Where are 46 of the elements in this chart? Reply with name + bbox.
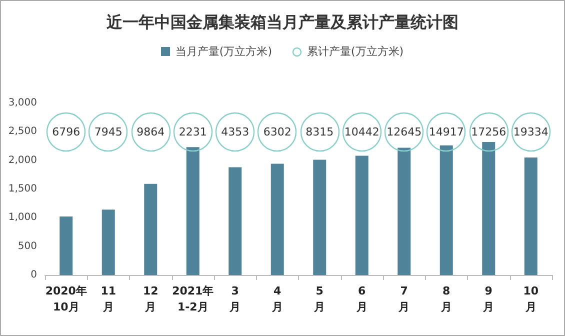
x-tick-label: 7 月: [398, 284, 410, 314]
bar: [144, 184, 158, 275]
x-tick-label: 2020年 10月: [45, 284, 87, 314]
y-tick-label: 0: [30, 270, 37, 280]
y-tick-label: 3,000: [8, 98, 37, 108]
bar: [270, 164, 284, 275]
bar: [355, 156, 368, 275]
annotation: 2231: [178, 126, 207, 138]
bar: [440, 145, 453, 275]
x-tick-label: 11 月: [100, 284, 116, 314]
x-tick-label: 3 月: [228, 284, 241, 314]
annotation: 19334: [513, 126, 548, 138]
annotation: 12645: [386, 126, 422, 138]
annotation: 8315: [306, 126, 334, 138]
bar: [313, 160, 326, 275]
y-tick-label: 2,000: [8, 154, 37, 166]
annotation: 6796: [52, 126, 80, 138]
y-tick-label: 1,000: [8, 212, 37, 224]
annotation: 9864: [136, 126, 165, 138]
y-tick-label: 2,500: [8, 126, 37, 138]
annotation: 10442: [344, 126, 380, 138]
x-tick-label: 10 月: [523, 284, 539, 314]
annotation: 4353: [221, 126, 250, 138]
x-tick-label: 12 月: [142, 284, 158, 314]
x-tick-label: 5 月: [313, 284, 326, 314]
x-tick-label: 4 月: [270, 284, 283, 314]
bar: [398, 148, 411, 275]
annotation: 14917: [428, 126, 464, 138]
annotation: 7945: [94, 126, 122, 138]
chart-title: 近一年中国金属集装箱当月产量及累计产量统计图: [106, 12, 458, 32]
bar: [524, 157, 538, 275]
bar: [482, 142, 496, 275]
annotation: 6302: [263, 126, 292, 138]
bar: [60, 216, 73, 275]
x-tick-label: 9 月: [482, 284, 494, 314]
annotation: 17256: [471, 126, 506, 138]
x-tick-label: 2021年 1-2月: [172, 284, 214, 314]
y-tick-label: 1,500: [8, 184, 37, 194]
bar: [186, 147, 200, 275]
y-tick-label: 500: [18, 240, 37, 252]
text: 累计产量(万立方米): [307, 44, 404, 59]
legend-label: 当月产量(万立方米): [175, 44, 272, 59]
x-tick-label: 8 月: [440, 284, 452, 314]
x-tick-label: 6 月: [355, 284, 368, 314]
bar: [102, 210, 115, 275]
bar: [228, 167, 242, 275]
